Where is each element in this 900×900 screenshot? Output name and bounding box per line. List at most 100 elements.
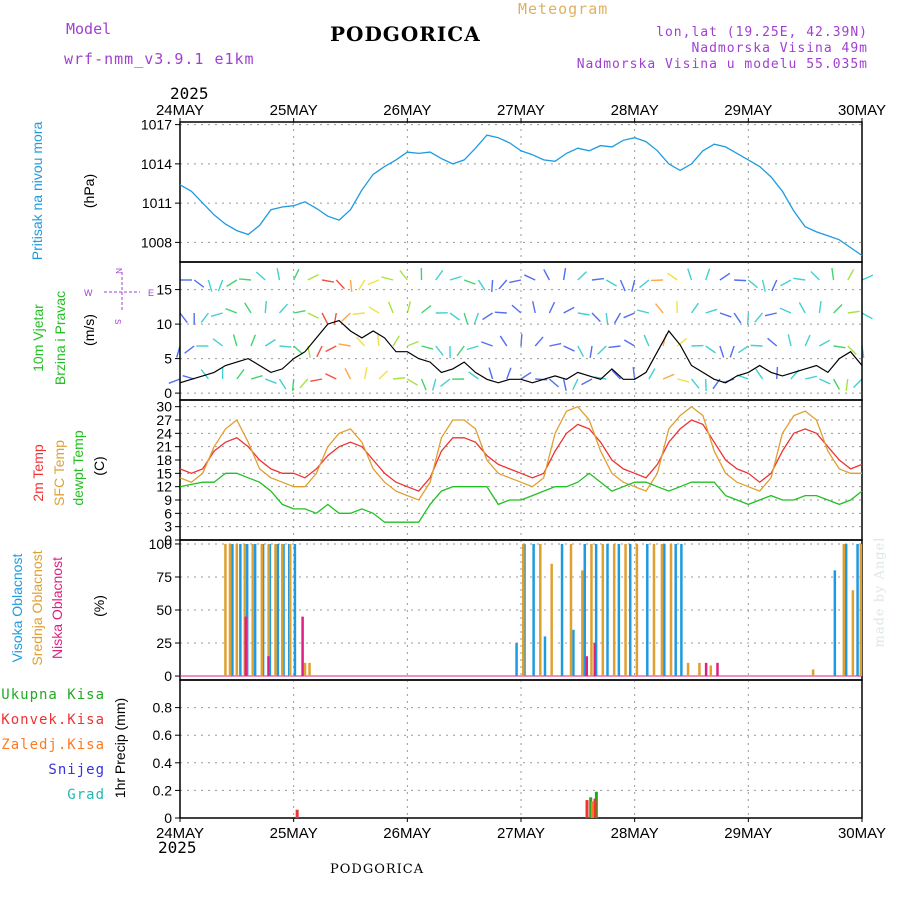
wind-arrow	[761, 279, 766, 292]
wind-arrow	[364, 367, 368, 380]
wind-arrow	[506, 367, 512, 380]
cloud-bar	[606, 543, 609, 677]
temp-label-dewpt: dewpt Temp	[70, 430, 86, 506]
panel-2	[175, 399, 863, 541]
wind-arrow	[747, 279, 758, 289]
cloud-bar	[680, 543, 683, 677]
wind-arrows	[168, 267, 874, 392]
wind-arrow	[264, 300, 267, 314]
ytick-label: 15	[156, 282, 172, 298]
panel-frame	[179, 121, 863, 263]
temp-series-line-1	[179, 405, 862, 501]
wind-arrow	[577, 312, 590, 316]
cloud-bar	[811, 669, 815, 677]
wind-arrow	[482, 312, 493, 321]
wind-arrow	[549, 342, 562, 347]
wind-arrow	[747, 312, 750, 326]
wind-arrow	[729, 345, 735, 358]
wind-arrow	[184, 345, 195, 354]
wind-arrow	[687, 268, 693, 281]
temp-unit: (C)	[91, 456, 107, 476]
wind-arrow	[676, 337, 688, 347]
wind-arrow	[179, 312, 188, 324]
wind-arrow	[787, 334, 792, 347]
ytick-label: 6	[164, 505, 172, 521]
wind-arrow	[719, 345, 725, 358]
wind-arrow	[845, 378, 849, 391]
wind-arrow	[853, 378, 863, 388]
wind-arrow	[577, 345, 585, 357]
cloud-bar	[652, 543, 656, 677]
cloud-bar	[617, 543, 621, 677]
wind-arrow	[667, 272, 678, 281]
model-label: Model	[66, 20, 112, 38]
date-label-top: 30MAY	[838, 102, 886, 119]
ytick-label: 15	[156, 465, 172, 481]
wind-arrow	[344, 367, 352, 380]
wind-arrow	[562, 268, 567, 281]
wind-arrow	[406, 301, 412, 314]
cloud-bar	[539, 543, 542, 677]
wind-arrow	[193, 279, 205, 288]
wind-arrow	[605, 279, 617, 287]
wind-arrow	[278, 378, 287, 390]
cloud-bar	[585, 656, 589, 677]
wind-arrow	[509, 279, 522, 284]
wind-arrow	[847, 345, 857, 355]
cloud-bar	[669, 543, 673, 677]
precip-legend-snow: Snijeg	[48, 762, 105, 778]
wind-arrow	[591, 312, 601, 323]
ytick-label: 0	[164, 385, 172, 401]
cloud-bar	[267, 543, 270, 677]
wind-arrow	[226, 279, 238, 287]
wind-arrow	[654, 303, 664, 314]
pressure-series-line	[179, 134, 863, 257]
cloud-bar	[543, 636, 547, 677]
ytick-label: 27	[156, 412, 172, 428]
wind-arrow	[563, 345, 575, 352]
wind-arrow	[755, 368, 764, 380]
ytick-label: 0.8	[153, 700, 173, 716]
wind-arrow	[236, 368, 245, 380]
wind-arrow	[310, 378, 323, 382]
wind-arrow	[463, 312, 469, 325]
wind-arrow	[548, 301, 556, 314]
wind-arrow	[847, 269, 855, 281]
wind-arrow	[719, 272, 731, 281]
wind-arrow	[291, 378, 295, 392]
panel-3	[175, 539, 863, 681]
wind-label-2: Brzina i Pravac	[52, 290, 68, 386]
wind-arrow	[833, 304, 843, 314]
ytick-label: 0.6	[153, 727, 173, 743]
wind-arrow	[488, 367, 494, 380]
cloud-bar	[646, 543, 649, 677]
precip-bar	[295, 809, 299, 818]
ytick-label: 0	[164, 532, 172, 548]
wind-arrow	[338, 343, 351, 347]
wind-arrow	[722, 378, 735, 384]
wind-arrow	[264, 339, 276, 347]
date-label-top: 27MAY	[497, 102, 545, 119]
cloud-bar	[245, 543, 249, 677]
wind-arrow	[200, 312, 209, 324]
cloud-bar	[704, 662, 708, 677]
wind-arrow	[349, 279, 353, 293]
wind-arrow	[449, 275, 462, 281]
cloud-label-mid: Srednja Oblacnost	[29, 550, 45, 666]
wind-arrow	[548, 378, 559, 388]
elevation-text: Nadmorska Visina 49m	[691, 41, 868, 56]
wind-arrow	[818, 301, 822, 314]
wind-arrow	[381, 276, 394, 281]
cloud-unit: (%)	[91, 595, 107, 617]
date-label-bottom: 25MAY	[270, 825, 318, 842]
panel-0	[175, 121, 863, 263]
wind-arrow	[293, 345, 304, 355]
cloud-bar	[267, 656, 270, 677]
ytick-label: 12	[156, 479, 172, 495]
wind-arrow	[771, 279, 778, 292]
ytick-label: 0.2	[153, 782, 173, 798]
wind-arrow	[719, 312, 732, 318]
wind-arrow	[176, 345, 181, 358]
wind-arrow	[764, 312, 777, 317]
wind-arrow	[631, 279, 636, 292]
